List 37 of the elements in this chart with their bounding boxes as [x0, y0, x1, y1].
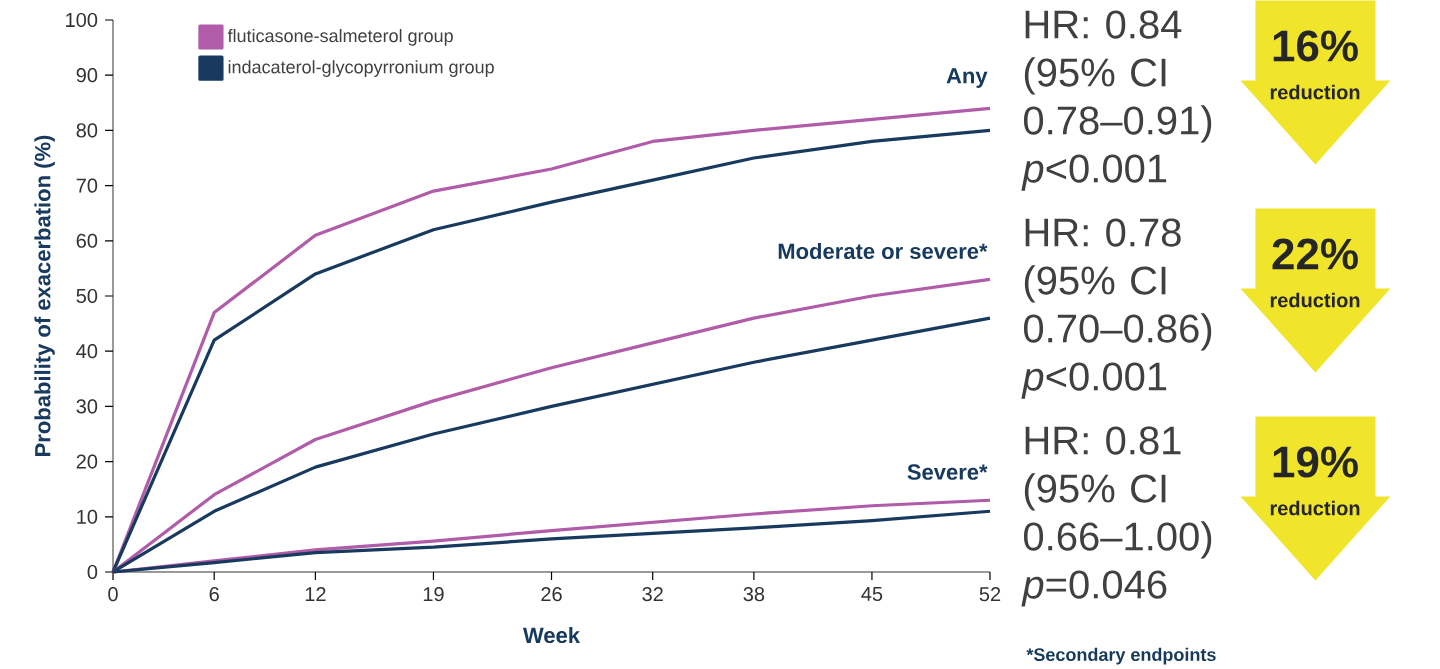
text: HR: 0.84 (95% CI 0.78–0.91) p<0.001 [1021, 10, 1212, 191]
text: *Secondary endpoints [1026, 647, 1216, 665]
y-tick-label: 70 [76, 178, 98, 193]
x-tick-label: 19 [423, 587, 444, 602]
x-tick-label: 45 [861, 587, 883, 601]
y-tick-label: 30 [76, 399, 98, 414]
x-tick-label: 38 [743, 587, 765, 602]
annotation: Moderate or severe* [778, 242, 988, 260]
x-axis-title: Week [523, 626, 581, 644]
legend-label: indacaterol-glycopyrronium group [228, 60, 494, 77]
legend-label: fluticasone-salmeterol group [227, 28, 453, 46]
text: reduction [1270, 500, 1360, 516]
text: reduction [1270, 292, 1360, 308]
x-tick-label: 0 [108, 587, 118, 602]
y-tick-label: 50 [76, 288, 98, 304]
y-axis-title: Probability of exacerbation (%) [34, 135, 55, 456]
annotation: Severe* [907, 464, 988, 480]
y-tick-label: 40 [76, 344, 98, 359]
y-tick-label: 0 [87, 564, 98, 580]
text: 19% [1273, 446, 1358, 478]
text: reduction [1270, 84, 1360, 100]
text: HR: 0.81 (95% CI 0.66–1.00) p=0.046 [1021, 426, 1212, 607]
annotation: Any [946, 68, 988, 88]
x-tick-label: 32 [642, 587, 663, 602]
x-tick-label: 6 [209, 587, 219, 602]
y-tick-label: 80 [76, 123, 98, 138]
x-tick-label: 12 [305, 587, 326, 602]
y-tick-label: 20 [76, 454, 98, 469]
y-tick-label: 60 [76, 233, 98, 248]
y-tick-label: 10 [77, 509, 98, 524]
y-tick-label: 90 [76, 68, 98, 83]
y-tick-label: 100 [66, 12, 98, 28]
x-tick-label: 52 [979, 587, 1001, 602]
text: HR: 0.78 (95% CI 0.70–0.86) p<0.001 [1021, 218, 1212, 399]
x-tick-label: 26 [541, 587, 562, 602]
text: 22% [1272, 238, 1358, 270]
text: 16% [1273, 30, 1358, 62]
